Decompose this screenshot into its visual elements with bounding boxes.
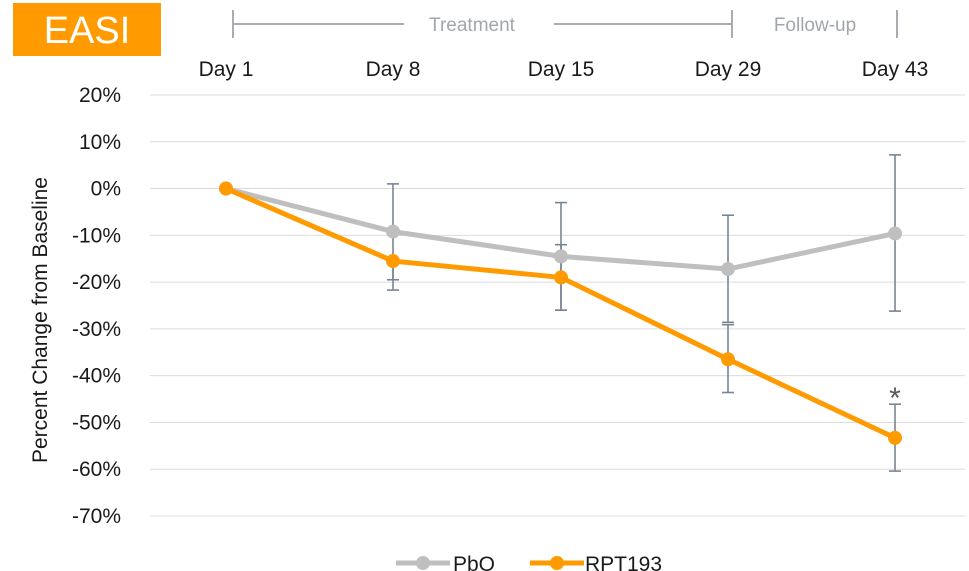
point-pbo-day-15 xyxy=(554,249,568,264)
point-pbo-day-43 xyxy=(888,226,902,241)
point-rpt193-day-43 xyxy=(888,430,902,445)
x-axis-ticks: Day 1 Day 8 Day 15 Day 29 Day 43 xyxy=(199,58,929,81)
x-tick-day-8: Day 8 xyxy=(366,58,421,81)
point-pbo-day-29 xyxy=(721,262,735,277)
x-tick-day-29: Day 29 xyxy=(695,58,762,81)
easi-badge-label: EASI xyxy=(44,10,131,52)
gridlines xyxy=(150,94,965,517)
easi-badge: EASI xyxy=(13,3,161,56)
error-bars xyxy=(387,154,901,472)
y-tick-10: 10% xyxy=(79,131,121,154)
legend: PbO RPT193 xyxy=(396,553,662,571)
phase-label-treatment: Treatment xyxy=(429,15,516,36)
y-tick-10: -10% xyxy=(72,224,121,247)
legend-label-pbo: PbO xyxy=(453,553,495,571)
y-tick-50: -50% xyxy=(72,411,121,434)
point-rpt193-day-15 xyxy=(554,270,568,285)
y-axis-title: Percent Change from Baseline xyxy=(29,177,52,463)
x-tick-day-1: Day 1 xyxy=(199,58,254,81)
legend-marker-pbo xyxy=(416,556,430,570)
legend-label-rpt193: RPT193 xyxy=(585,553,662,571)
x-tick-day-15: Day 15 xyxy=(528,58,595,81)
legend-marker-rpt193 xyxy=(550,556,564,570)
y-tick-70: -70% xyxy=(72,505,121,528)
y-tick-0: 0% xyxy=(91,178,121,201)
easi-badge-background xyxy=(13,3,161,56)
y-tick-20: -20% xyxy=(72,271,121,294)
annotations: * xyxy=(889,382,901,415)
y-tick-40: -40% xyxy=(72,365,121,388)
y-tick-60: -60% xyxy=(72,458,121,481)
x-tick-day-43: Day 43 xyxy=(862,58,929,81)
phase-label-follow-up: Follow-up xyxy=(774,15,856,36)
annotation-asterisk: * xyxy=(889,382,901,415)
point-pbo-day-8 xyxy=(386,224,400,239)
series-lines xyxy=(219,181,902,445)
point-rpt193-day-29 xyxy=(721,352,735,367)
phase-bracket: Treatment Follow-up xyxy=(232,10,898,38)
y-tick-30: -30% xyxy=(72,318,121,341)
y-axis-ticks: 20% 10% 0% -10% -20% -30% -40% -50% -60% -70% xyxy=(72,84,121,528)
point-rpt193-day-8 xyxy=(386,254,400,269)
point-rpt193-day-1 xyxy=(219,181,233,196)
y-tick-20: 20% xyxy=(79,84,121,107)
